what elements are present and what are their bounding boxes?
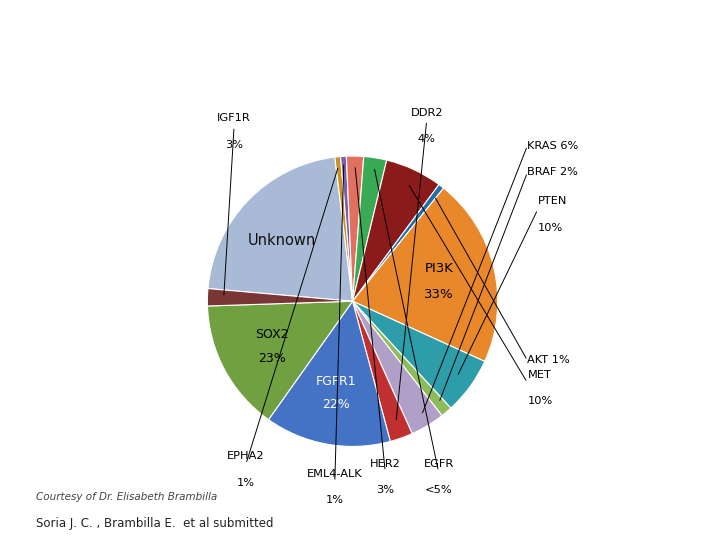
Text: Unknown: Unknown xyxy=(248,233,317,248)
Wedge shape xyxy=(346,156,364,301)
Text: 3%: 3% xyxy=(225,140,243,150)
Text: PI3K: PI3K xyxy=(425,262,454,275)
Wedge shape xyxy=(207,301,353,420)
Text: 1%: 1% xyxy=(237,477,255,488)
Wedge shape xyxy=(353,301,442,434)
Text: SOX2: SOX2 xyxy=(255,328,289,341)
Text: FGFR1: FGFR1 xyxy=(316,375,356,388)
Text: 10%: 10% xyxy=(528,396,553,406)
Text: HER2: HER2 xyxy=(370,458,400,469)
Wedge shape xyxy=(353,188,498,361)
Text: EGFR: EGFR xyxy=(423,458,454,469)
Text: KRAS 6%: KRAS 6% xyxy=(528,140,579,151)
Text: 33%: 33% xyxy=(424,287,454,301)
Text: (mutations, amplifications): (mutations, amplifications) xyxy=(248,70,558,89)
Text: 4%: 4% xyxy=(418,134,436,144)
Text: 1%: 1% xyxy=(326,495,344,505)
Text: DDR2: DDR2 xyxy=(410,107,443,118)
Text: EPHA2: EPHA2 xyxy=(228,451,265,461)
Text: 10%: 10% xyxy=(538,222,563,233)
Text: MET: MET xyxy=(528,370,552,380)
Wedge shape xyxy=(353,301,485,408)
Wedge shape xyxy=(269,301,390,447)
Wedge shape xyxy=(353,301,451,416)
Text: BRAF 2%: BRAF 2% xyxy=(528,167,578,177)
Text: EML4-ALK: EML4-ALK xyxy=(307,469,363,479)
Wedge shape xyxy=(353,157,387,301)
Wedge shape xyxy=(353,160,439,301)
Wedge shape xyxy=(207,288,353,306)
Text: 22%: 22% xyxy=(323,399,350,411)
Wedge shape xyxy=(335,157,353,301)
Wedge shape xyxy=(341,156,353,301)
Text: PTEN: PTEN xyxy=(538,197,567,206)
Text: 3%: 3% xyxy=(376,485,394,495)
Wedge shape xyxy=(208,157,353,301)
Text: Soria J. C. , Brambilla E.  et al submitted: Soria J. C. , Brambilla E. et al submitt… xyxy=(36,516,274,530)
Wedge shape xyxy=(353,185,444,301)
Text: AKT 1%: AKT 1% xyxy=(528,355,570,366)
Text: <5%: <5% xyxy=(425,485,452,495)
Text: IGF1R: IGF1R xyxy=(217,113,251,124)
Wedge shape xyxy=(353,301,412,441)
Text: Courtesy of Dr. Elisabeth Brambilla: Courtesy of Dr. Elisabeth Brambilla xyxy=(36,491,217,502)
Text: 23%: 23% xyxy=(258,352,286,365)
Text: Genetic Abnormalities in SQC: Genetic Abnormalities in SQC xyxy=(235,29,571,49)
